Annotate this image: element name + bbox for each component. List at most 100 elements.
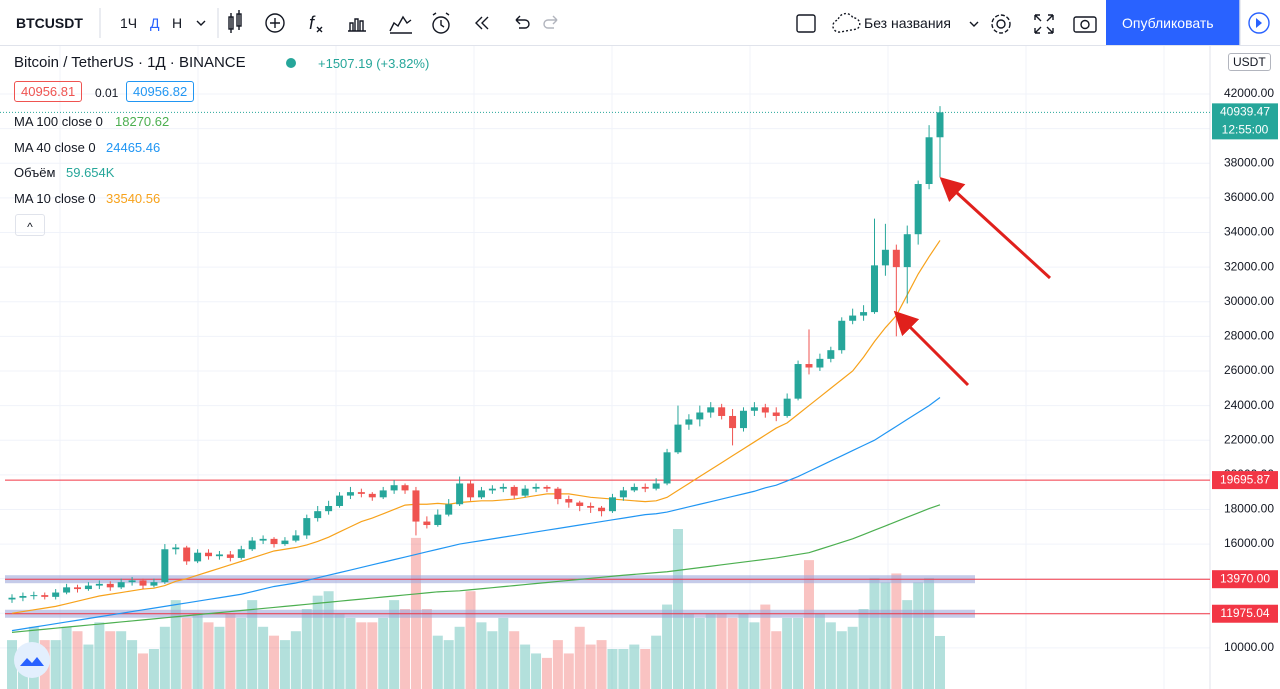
volume-bar (694, 617, 705, 689)
volume-bar (247, 600, 258, 689)
undo-icon[interactable] (515, 15, 530, 29)
candle-body (379, 490, 387, 498)
volume-bar (803, 560, 814, 689)
volume-bar (72, 631, 83, 689)
candle-body (674, 424, 682, 453)
candle-body (849, 315, 857, 321)
fullscreen-box-icon[interactable] (796, 14, 816, 33)
candle-body (598, 507, 606, 512)
indicators-icon[interactable]: f (309, 13, 316, 33)
candle-body (641, 486, 649, 489)
y-tick-label: 16000.00 (1224, 536, 1274, 550)
candle-body (74, 587, 82, 590)
countdown-label: 12:55:00 (1222, 123, 1269, 137)
interval[interactable]: Н (172, 15, 183, 31)
expand-icon[interactable] (1034, 14, 1054, 34)
candle-body (30, 595, 38, 597)
candle-body (521, 488, 529, 496)
candle-body (172, 547, 180, 550)
volume-bar (236, 617, 247, 689)
candle-body (750, 407, 758, 411)
indicators-icon[interactable] (316, 26, 323, 33)
candle-body (903, 234, 911, 268)
indicator-value: 18270.62 (115, 114, 170, 129)
candle-body (401, 485, 409, 491)
candle-body (456, 483, 464, 505)
volume-bar (651, 635, 662, 689)
volume-bar (345, 617, 356, 689)
templates-icon[interactable] (348, 18, 366, 32)
candle-body (860, 312, 868, 316)
play-icon[interactable] (1256, 18, 1262, 28)
volume-bar (574, 626, 585, 689)
chart-title: Bitcoin / TetherUS · 1Д · BINANCE (14, 54, 246, 71)
price-line-label-box (1212, 570, 1278, 589)
candle-body (150, 582, 158, 586)
candle-body (576, 502, 584, 506)
candle-body (663, 452, 671, 484)
currency-badge[interactable]: USDT (1228, 53, 1271, 71)
compare-icon[interactable] (389, 15, 412, 34)
snapshot-icon[interactable] (1073, 16, 1097, 33)
replay-icon[interactable] (475, 16, 489, 30)
volume-bar (312, 595, 323, 689)
interval[interactable]: 1Ч (120, 15, 138, 31)
alert-icon[interactable] (432, 12, 450, 34)
publish-button[interactable] (1106, 0, 1240, 45)
candle-body (346, 492, 354, 496)
candle-body (445, 504, 453, 515)
collapse-button[interactable]: ^ (15, 214, 45, 236)
candle-body (52, 592, 60, 597)
candle-body (357, 492, 365, 494)
volume-bar (378, 617, 389, 689)
y-tick-label: 36000.00 (1224, 190, 1274, 204)
candle-body (215, 554, 223, 557)
volume-bar (465, 591, 476, 689)
candles-icon[interactable] (228, 10, 242, 33)
dropdown-icon[interactable] (196, 20, 206, 26)
volume-bar (192, 613, 203, 689)
spread: 0.01 (95, 86, 119, 100)
indicator-value: 33540.56 (106, 191, 161, 206)
candle-body (488, 488, 496, 491)
volume-bar (902, 600, 913, 689)
bid-box[interactable]: 40956.81 (14, 81, 83, 102)
add-icon[interactable] (265, 13, 285, 33)
publish-label[interactable]: Опубликовать (1122, 15, 1214, 31)
dropdown-icon[interactable] (969, 21, 979, 27)
indicator-value: 59.654K (66, 165, 115, 180)
volume-bar (640, 649, 651, 689)
volume-bar (269, 635, 280, 689)
indicator-name: Объём (14, 165, 56, 180)
volume-bar (705, 613, 716, 689)
volume-bar (454, 626, 465, 689)
candle-body (652, 483, 660, 489)
volume-bar (618, 649, 629, 689)
volume-bar (683, 613, 694, 689)
volume-bar (847, 626, 858, 689)
y-tick-label: 34000.00 (1224, 225, 1274, 239)
y-tick-label: 38000.00 (1224, 155, 1274, 169)
volume-bar (94, 622, 105, 689)
layout-name[interactable]: Без названия (864, 15, 951, 31)
candle-body (794, 364, 802, 399)
volume-bar (7, 640, 17, 689)
settings-icon[interactable] (991, 14, 1011, 34)
volume-bar (400, 609, 411, 689)
volume-bar (869, 577, 880, 689)
ask-box[interactable]: 40956.82 (126, 81, 195, 102)
candle-body (117, 582, 125, 588)
candle-body (95, 583, 103, 586)
cloud-icon[interactable] (832, 12, 861, 33)
candle-body (390, 485, 398, 491)
symbol[interactable]: BTCUSDT (16, 15, 83, 31)
interval[interactable]: Д (150, 15, 160, 31)
play-icon[interactable] (1248, 12, 1270, 34)
candle-body (19, 595, 27, 598)
candle-body (499, 486, 507, 489)
candle-body (226, 554, 234, 558)
candle-body (84, 585, 92, 590)
candle-body (870, 265, 878, 313)
candle-body (314, 511, 322, 519)
candle-body (729, 415, 737, 429)
